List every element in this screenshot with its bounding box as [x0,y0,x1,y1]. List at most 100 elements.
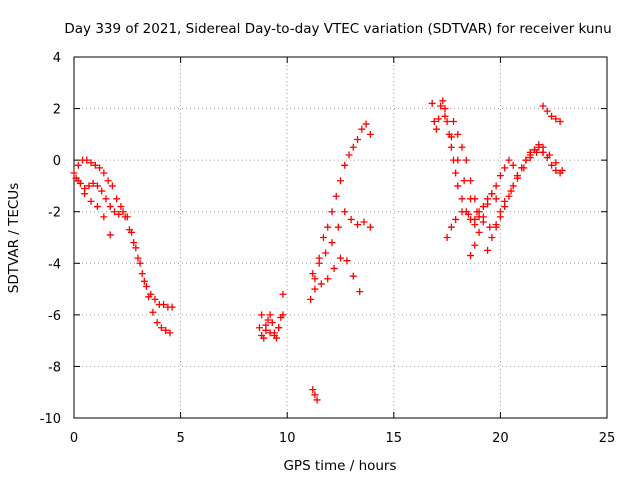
data-point [106,203,114,211]
data-point [279,311,287,319]
y-tick-label: 4 [53,51,61,66]
data-point [151,295,159,303]
data-point [311,285,319,293]
data-point [522,156,530,164]
data-point [543,107,551,115]
data-point [484,200,492,208]
data-point [128,228,136,236]
data-point [264,316,272,324]
data-point [558,166,566,174]
data-point [115,210,123,218]
data-point [108,182,116,190]
data-point [447,133,455,141]
data-point [539,102,547,110]
y-tick-label: -8 [48,360,61,375]
data-point [447,223,455,231]
data-point [443,117,451,125]
data-point [452,215,460,223]
series-arc-3 [309,386,321,404]
data-point [460,177,468,185]
x-tick-label: 20 [492,431,509,446]
data-point [475,228,483,236]
data-point [520,164,528,172]
data-point [513,174,521,182]
y-axis-label: SDTVAR / TECUs [6,183,22,293]
y-tick-label: -10 [40,412,61,427]
data-point [488,234,496,241]
data-point [545,151,553,159]
data-point [341,161,349,169]
data-point [104,177,112,185]
data-point [106,231,114,239]
series-arc-5c [441,112,500,231]
chart-title: Day 339 of 2021, Sidereal Day-to-day VTE… [64,21,611,37]
data-point [505,156,513,164]
data-point [439,97,447,105]
data-point [334,223,342,231]
data-point [462,156,470,164]
data-point [501,164,509,172]
data-point [354,221,362,229]
data-point [435,115,443,123]
data-point [166,329,174,337]
data-point [360,218,368,226]
data-point [322,249,330,257]
series-arc-6d [501,143,566,205]
data-point [362,120,370,128]
series-arc-5b [449,117,483,216]
data-point [441,112,449,120]
axis-ticks [73,56,608,419]
data-point [343,257,351,265]
x-tick-label: 10 [279,431,296,446]
data-point [83,156,91,164]
data-point [315,259,323,267]
series-arc-1a [70,156,176,311]
data-point [441,105,449,113]
data-point [138,270,146,278]
series-arc-1b [72,174,174,337]
data-point [260,334,268,342]
data-point [349,143,357,151]
data-point [552,159,560,167]
data-point [328,208,336,216]
data-point [337,177,344,185]
data-point [452,169,460,177]
data-point [100,213,108,221]
grid [74,57,607,418]
data-point [526,154,534,162]
data-point [136,259,144,267]
data-point [492,223,500,231]
data-point [119,208,127,216]
data-point [464,210,472,218]
data-point [467,252,475,260]
data-point [509,182,517,190]
data-point [471,241,479,249]
x-tick-label: 15 [386,431,403,446]
data-point [275,324,283,332]
data-point [347,215,355,223]
data-point [341,208,349,216]
data-point [266,311,274,319]
data-point [437,102,445,110]
data-point [98,187,106,195]
series-arc-6c [539,102,564,125]
x-tick-label: 0 [70,431,78,446]
data-point [309,270,317,278]
data-point [458,195,466,203]
data-point [501,197,509,205]
data-point [447,143,455,151]
series-arc-2 [255,290,287,342]
data-point [140,277,148,285]
data-point [496,172,504,180]
data-point [145,293,153,301]
data-point [479,213,487,221]
data-point [443,234,451,241]
data-point [93,182,101,190]
data-point [311,391,319,399]
data-point [91,161,99,169]
data-point [509,161,517,169]
data-point [330,264,338,272]
data-point [262,321,270,329]
data-point [324,223,332,231]
